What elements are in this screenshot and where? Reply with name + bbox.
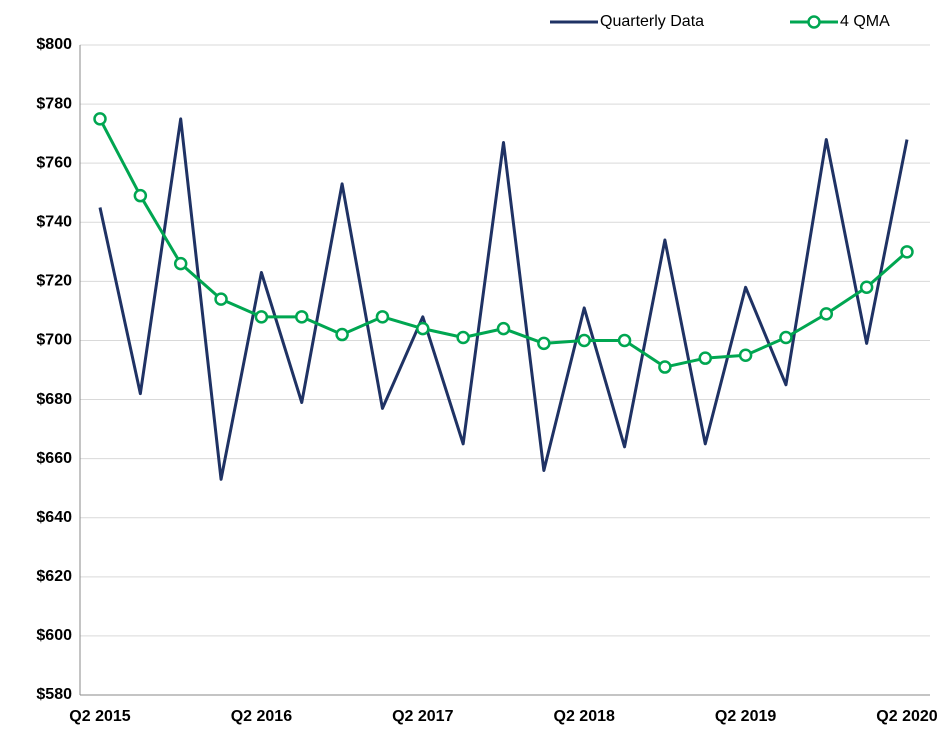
x-tick-label: Q2 2020	[876, 708, 937, 725]
y-tick-label: $720	[36, 273, 72, 290]
point	[819, 307, 834, 321]
y-tick-label: $740	[36, 213, 72, 230]
point	[698, 351, 712, 365]
y-tick-label: $600	[36, 627, 72, 644]
point	[214, 292, 228, 306]
point	[173, 256, 188, 271]
x-tick-label: Q2 2019	[715, 708, 776, 725]
x-tick-label: Q2 2018	[554, 708, 615, 725]
point	[859, 280, 874, 295]
point	[416, 321, 430, 336]
y-tick-label: $700	[36, 332, 72, 349]
point	[335, 327, 349, 342]
x-tick-label: Q2 2016	[231, 708, 292, 725]
point	[133, 188, 148, 203]
y-tick-label: $660	[36, 450, 72, 467]
y-tick-label: $800	[36, 36, 72, 53]
legend-label: Quarterly Data	[600, 13, 704, 30]
x-tick-label: Q2 2017	[392, 708, 453, 725]
point	[738, 348, 753, 362]
legend-label: 4 QMA	[840, 13, 890, 30]
y-tick-label: $580	[36, 686, 72, 703]
point	[375, 310, 390, 324]
point	[295, 310, 309, 324]
point	[496, 321, 511, 336]
legend-marker	[807, 15, 821, 29]
x-tick-label: Q2 2015	[69, 708, 130, 725]
point	[779, 330, 793, 345]
y-tick-label: $640	[36, 509, 72, 526]
point	[658, 360, 672, 374]
point	[537, 336, 551, 351]
y-tick-label: $680	[36, 391, 72, 408]
point	[456, 330, 470, 345]
y-tick-label: $780	[36, 95, 72, 112]
series-line	[98, 117, 909, 481]
point	[900, 245, 914, 259]
y-tick-label: $760	[36, 154, 72, 171]
point	[254, 310, 269, 324]
y-tick-label: $620	[36, 568, 72, 585]
point	[93, 112, 107, 126]
point	[617, 333, 632, 348]
point	[577, 333, 591, 348]
